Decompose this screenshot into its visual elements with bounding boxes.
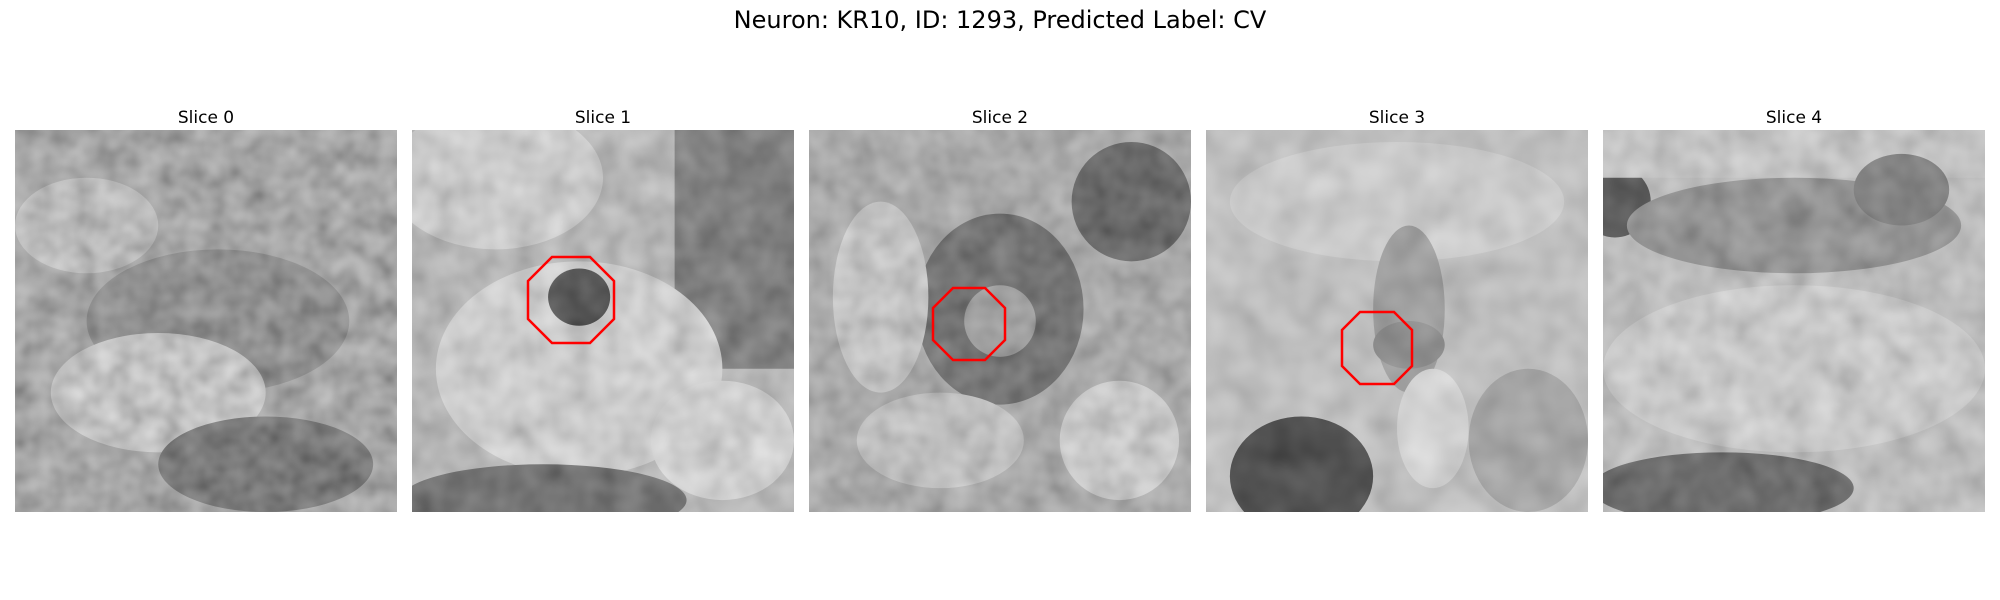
slice-title: Slice 1 bbox=[574, 108, 632, 128]
figure-title: Neuron: KR10, ID: 1293, Predicted Label:… bbox=[733, 6, 1267, 34]
slice-panel-2: Slice 2 bbox=[809, 108, 1191, 512]
slice-title: Slice 2 bbox=[971, 108, 1029, 128]
slice-panel-1: Slice 1 bbox=[412, 108, 794, 512]
slice-title: Slice 3 bbox=[1368, 108, 1426, 128]
slice-panel-3: Slice 3 bbox=[1206, 108, 1588, 512]
slice-image bbox=[809, 130, 1191, 512]
slice-panel-0: Slice 0 bbox=[15, 108, 397, 512]
slice-title: Slice 0 bbox=[177, 108, 235, 128]
roi-outline bbox=[526, 255, 616, 345]
slice-image bbox=[1206, 130, 1588, 512]
slice-image bbox=[1603, 130, 1985, 512]
slice-title: Slice 4 bbox=[1765, 108, 1823, 128]
roi-outline bbox=[931, 286, 1007, 362]
roi-outline bbox=[1340, 310, 1414, 386]
slice-panel-4: Slice 4 bbox=[1603, 108, 1985, 512]
slice-image bbox=[15, 130, 397, 512]
slice-image bbox=[412, 130, 794, 512]
